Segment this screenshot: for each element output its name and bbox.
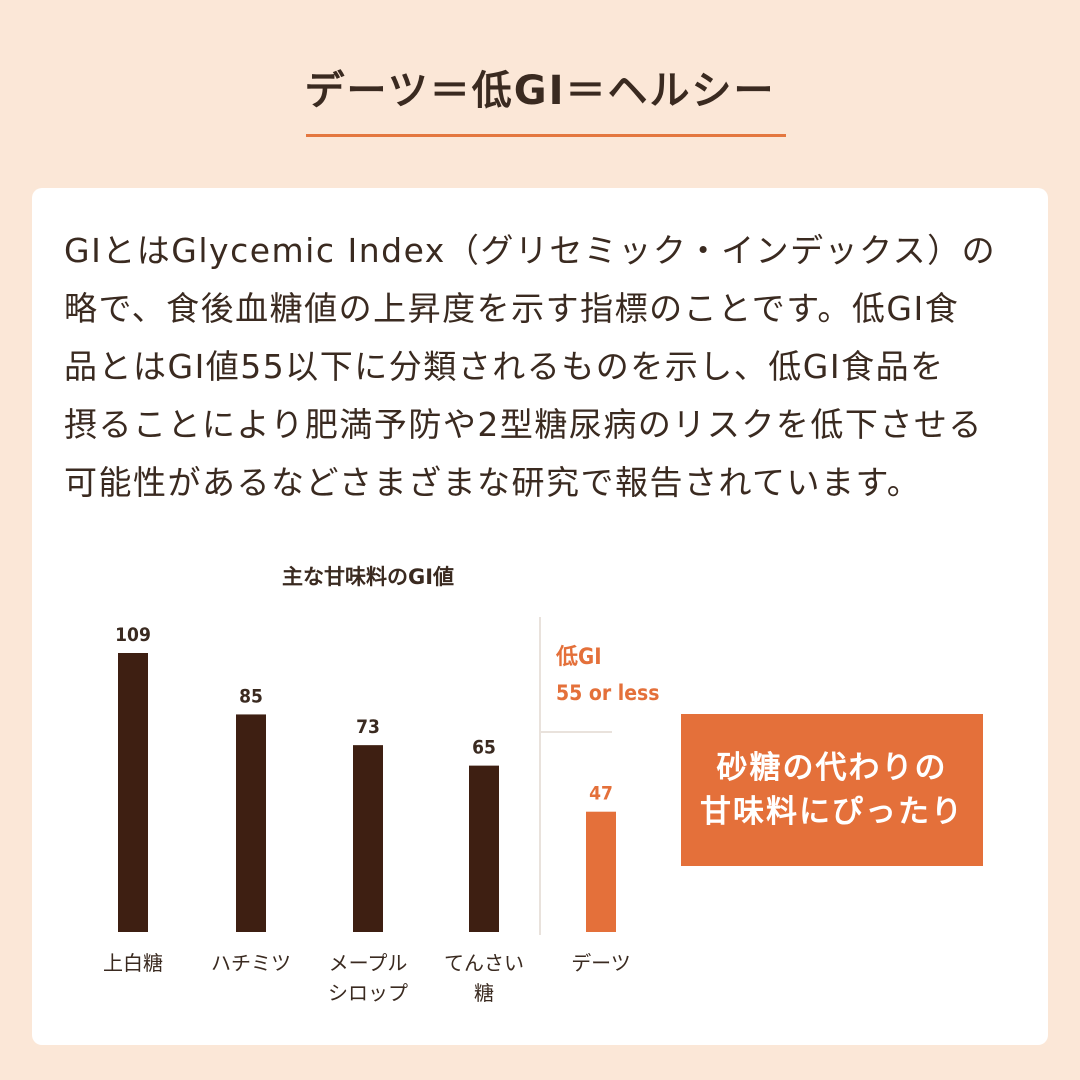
category-label: ハチミツ [211, 951, 291, 975]
title-underline [306, 134, 786, 137]
threshold-label: 低GI [555, 645, 602, 670]
bar [469, 765, 499, 932]
data-label: 65 [472, 737, 496, 759]
paragraph-line: 品とはGI値55以下に分類されるものを示し、低GI食品を [64, 347, 945, 386]
paragraph-line: 可能性があるなどさまざまな研究で報告されています。 [64, 463, 922, 502]
data-label: 85 [239, 685, 263, 707]
callout-box: 砂糖の代わりの 甘味料にぴったり [681, 714, 983, 866]
category-label: メープル [329, 951, 408, 975]
category-label: てんさい [444, 951, 524, 975]
intro-paragraph: GIとはGlycemic Index（グリセミック・インデックス）の 略で、食後… [64, 222, 1024, 512]
data-label: 73 [356, 716, 380, 738]
bar [353, 745, 383, 932]
callout-line: 甘味料にぴったり [700, 794, 964, 830]
bar [236, 714, 266, 932]
page-title: デーツ＝低GI＝ヘルシー [304, 68, 776, 114]
callout-line: 砂糖の代わりの [716, 750, 948, 786]
category-label: デーツ [571, 951, 631, 975]
category-label: 上白糖 [103, 951, 163, 975]
threshold-label: 55 or less [556, 681, 660, 705]
data-label: 47 [589, 783, 613, 805]
data-label: 109 [115, 624, 151, 646]
bar [118, 653, 148, 932]
paragraph-line: 略で、食後血糖値の上昇度を示す指標のことです。低GI食 [64, 289, 960, 328]
category-label: シロップ [328, 981, 408, 1005]
chart-title: 主な甘味料のGI値 [282, 565, 454, 589]
paragraph-line: 摂ることにより肥満予防や2型糖尿病のリスクを低下させる [64, 405, 983, 444]
bar [586, 811, 616, 932]
category-label: 糖 [474, 981, 494, 1005]
paragraph-line: GIとはGlycemic Index（グリセミック・インデックス）の [64, 231, 997, 270]
